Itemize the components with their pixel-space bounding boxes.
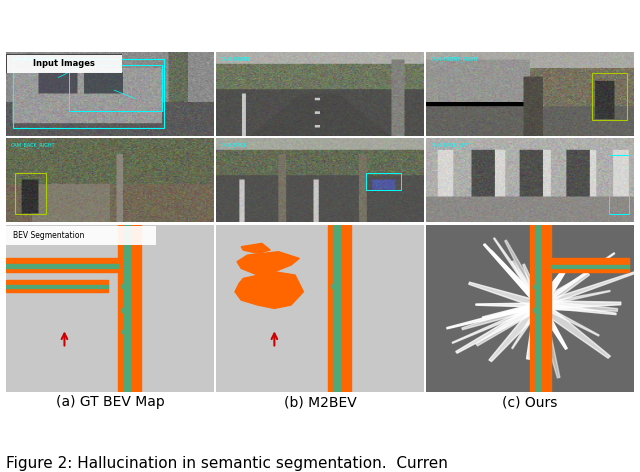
Bar bbox=[6, 264, 118, 269]
Bar bbox=[122, 330, 129, 333]
Polygon shape bbox=[539, 270, 639, 307]
Polygon shape bbox=[540, 290, 610, 307]
Text: CAM_FRONT: CAM_FRONT bbox=[220, 57, 251, 62]
Polygon shape bbox=[476, 303, 540, 307]
Polygon shape bbox=[235, 272, 303, 308]
Polygon shape bbox=[483, 303, 541, 319]
Bar bbox=[534, 225, 541, 392]
Bar bbox=[118, 225, 141, 392]
Text: (b) M2BEV: (b) M2BEV bbox=[284, 395, 356, 409]
Text: (c) Ours: (c) Ours bbox=[502, 395, 557, 409]
Polygon shape bbox=[523, 264, 543, 306]
Polygon shape bbox=[539, 253, 615, 306]
Polygon shape bbox=[536, 304, 560, 378]
Bar bbox=[122, 308, 130, 312]
Polygon shape bbox=[447, 303, 541, 329]
Bar bbox=[6, 280, 108, 292]
Text: BEV Segmentation: BEV Segmentation bbox=[13, 231, 84, 240]
Bar bbox=[13, 59, 164, 128]
Bar bbox=[333, 225, 340, 392]
Polygon shape bbox=[237, 252, 300, 275]
Bar bbox=[15, 174, 46, 214]
Polygon shape bbox=[476, 302, 543, 346]
Polygon shape bbox=[536, 302, 611, 358]
Bar bbox=[533, 308, 540, 312]
Bar bbox=[609, 155, 630, 214]
Bar bbox=[365, 174, 401, 190]
Bar bbox=[550, 265, 630, 269]
Text: CAM_BACK_RIGHT: CAM_BACK_RIGHT bbox=[10, 143, 55, 148]
Bar bbox=[592, 73, 627, 119]
Bar bbox=[530, 225, 550, 392]
Polygon shape bbox=[452, 303, 541, 343]
Polygon shape bbox=[537, 304, 567, 349]
Text: CAM_FRONT_RIGHT: CAM_FRONT_RIGHT bbox=[430, 57, 478, 62]
Polygon shape bbox=[540, 303, 616, 315]
Bar bbox=[122, 284, 130, 288]
Bar bbox=[328, 225, 351, 392]
Polygon shape bbox=[468, 282, 542, 308]
Polygon shape bbox=[527, 304, 546, 359]
Polygon shape bbox=[462, 302, 541, 330]
Polygon shape bbox=[512, 304, 542, 349]
Polygon shape bbox=[493, 238, 542, 306]
Bar bbox=[6, 258, 118, 272]
Polygon shape bbox=[540, 301, 621, 309]
Bar bbox=[6, 285, 108, 288]
Polygon shape bbox=[539, 303, 599, 336]
Polygon shape bbox=[536, 265, 569, 307]
Bar bbox=[124, 225, 130, 392]
Text: (a) GT BEV Map: (a) GT BEV Map bbox=[56, 395, 164, 409]
Text: Input Images: Input Images bbox=[33, 59, 95, 68]
Polygon shape bbox=[456, 303, 543, 353]
Polygon shape bbox=[489, 303, 545, 362]
Bar bbox=[332, 284, 340, 288]
Polygon shape bbox=[511, 261, 543, 306]
Polygon shape bbox=[540, 301, 618, 311]
Bar bbox=[68, 65, 162, 111]
Text: CAM_BACK: CAM_BACK bbox=[220, 143, 247, 148]
Polygon shape bbox=[241, 244, 270, 253]
Text: Figure 2: Hallucination in semantic segmentation.  Curren: Figure 2: Hallucination in semantic segm… bbox=[6, 456, 448, 471]
Text: CAM_FRONT_LEFT: CAM_FRONT_LEFT bbox=[10, 57, 54, 62]
Polygon shape bbox=[536, 304, 548, 347]
Polygon shape bbox=[483, 244, 543, 306]
Polygon shape bbox=[537, 273, 589, 309]
Bar bbox=[6, 226, 156, 245]
Bar bbox=[533, 285, 540, 288]
Bar bbox=[550, 258, 630, 272]
Text: CAM_BACK_LEFT: CAM_BACK_LEFT bbox=[430, 143, 471, 148]
Polygon shape bbox=[490, 251, 543, 306]
Polygon shape bbox=[505, 240, 543, 306]
